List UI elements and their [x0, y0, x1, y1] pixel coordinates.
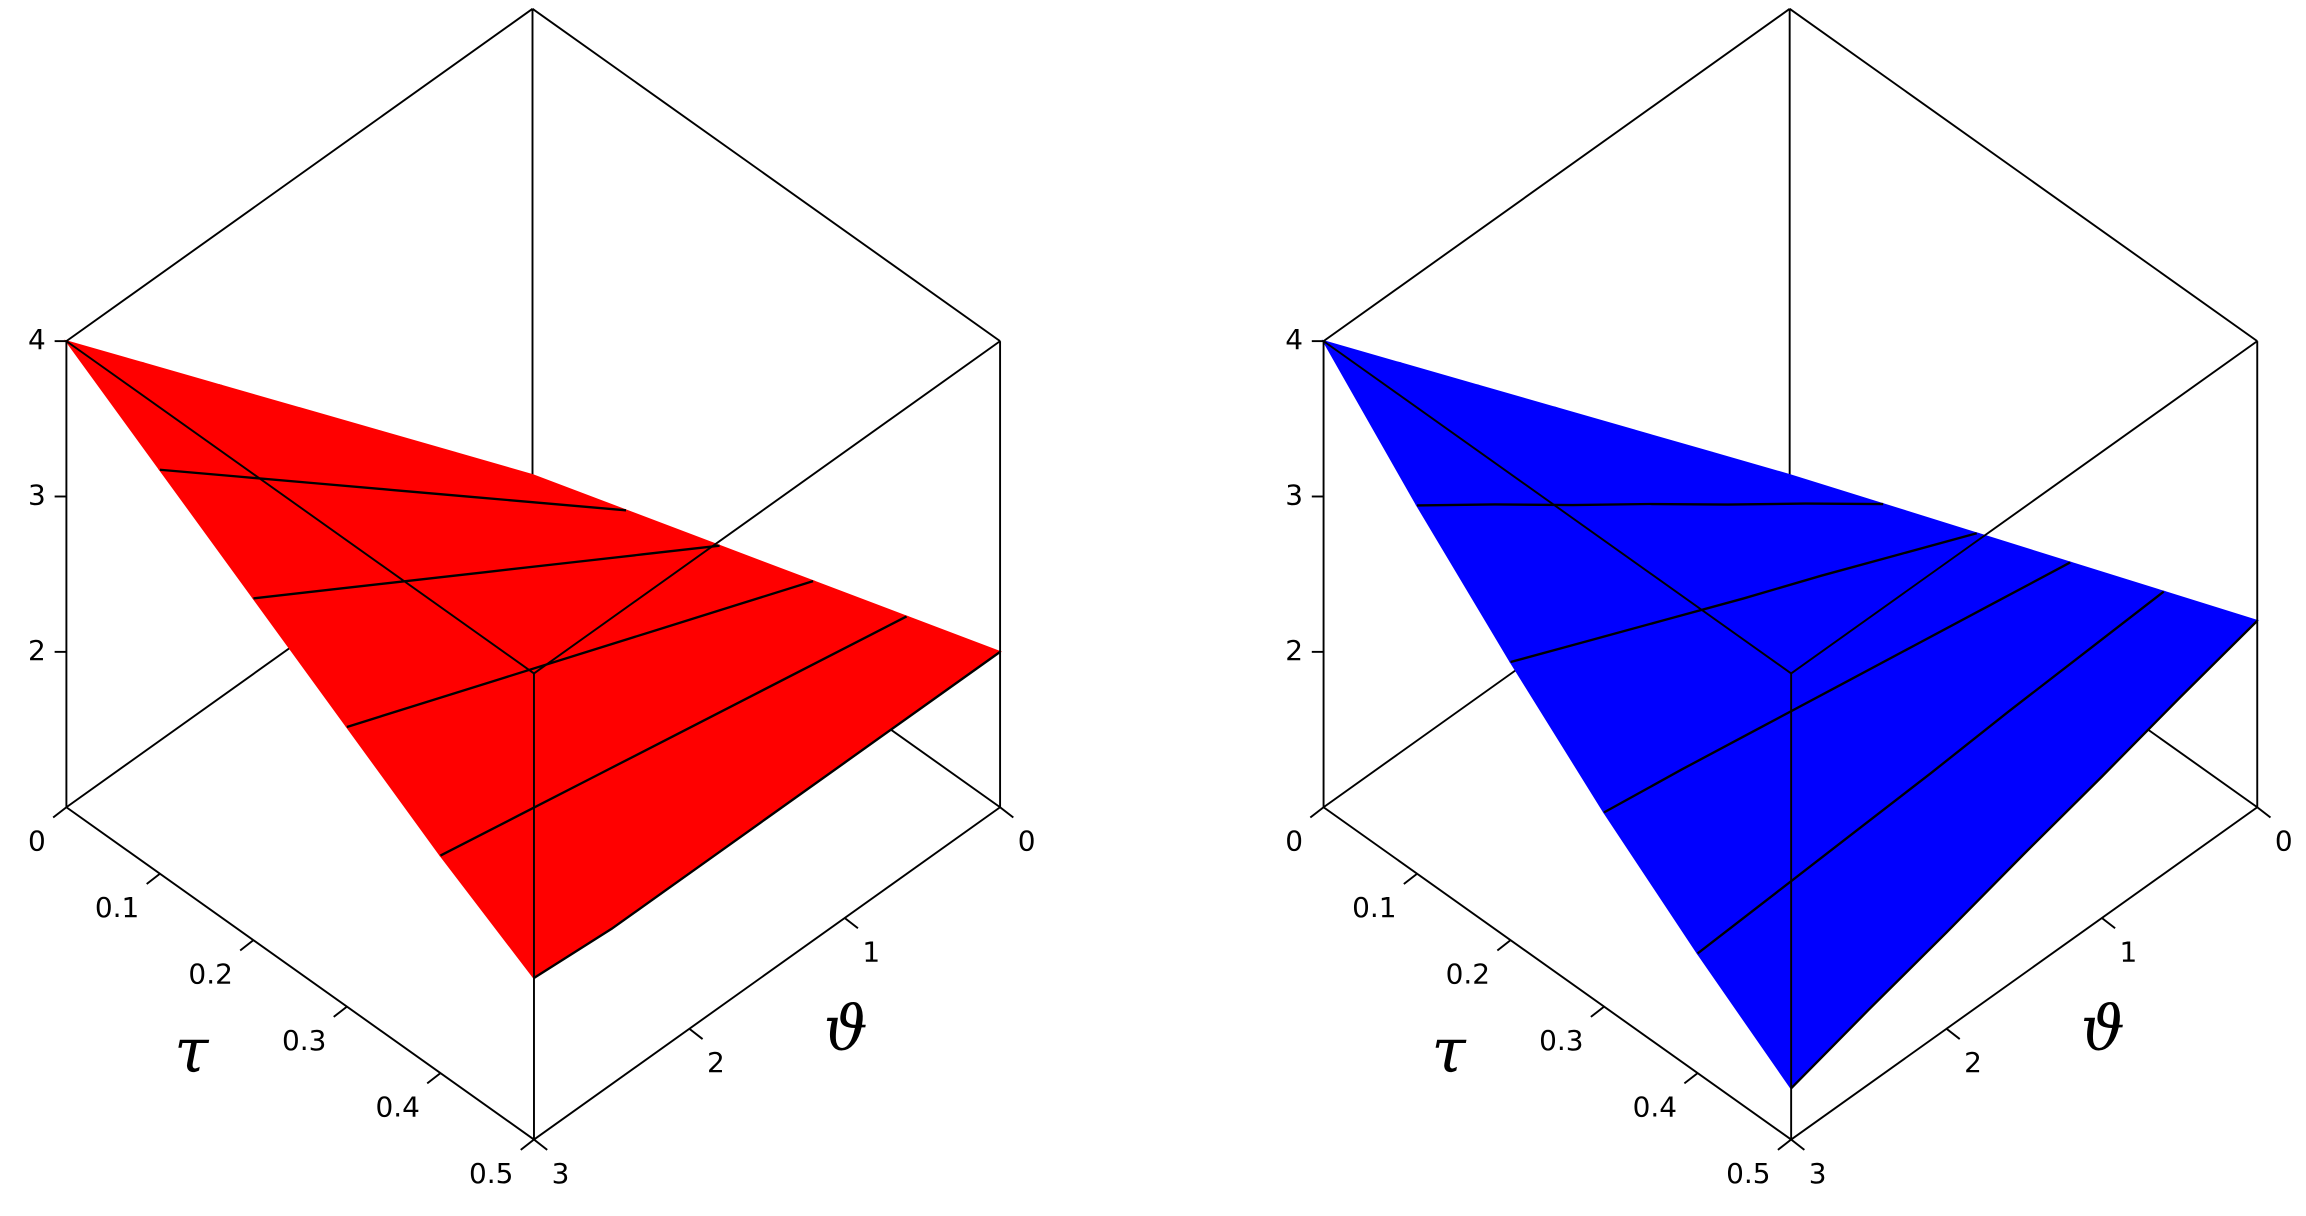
box-edge — [1323, 340, 1792, 675]
y-tick-label: 1 — [862, 935, 880, 968]
x-tick — [1309, 806, 1325, 819]
x-tick — [1777, 1138, 1792, 1151]
mesh-line — [1417, 502, 1884, 507]
box-edge — [1790, 340, 2258, 675]
y-tick-label: 2 — [707, 1046, 725, 1079]
y-tick — [844, 917, 859, 930]
x-tick-label: 0 — [28, 825, 46, 858]
x-tick-label: 0.1 — [95, 891, 139, 924]
mesh-line — [253, 544, 720, 600]
y-tick — [1945, 1028, 1961, 1040]
y-tick — [1790, 1138, 1805, 1151]
x-tick — [1590, 1005, 1605, 1018]
x-tick-label: 0.3 — [282, 1024, 326, 1057]
y-tick-label: 1 — [2120, 935, 2138, 968]
x-tick — [426, 1072, 442, 1085]
x-tick — [1683, 1072, 1699, 1085]
box-edge — [1790, 806, 2258, 1141]
x-tick — [333, 1005, 348, 1018]
x-tick — [52, 806, 67, 819]
box-edge — [65, 806, 535, 1141]
y-tick — [688, 1028, 704, 1040]
x-tick-label: 0.4 — [375, 1090, 419, 1123]
mesh-line — [1510, 532, 1978, 664]
box-edge — [1789, 8, 2258, 342]
mesh-line — [346, 579, 814, 729]
x-tick — [1496, 939, 1512, 952]
z-tick-label: 2 — [28, 634, 46, 667]
z-tick-label: 4 — [28, 323, 46, 356]
y-tick — [2256, 806, 2272, 819]
x-tick-label: 0.2 — [1446, 957, 1490, 990]
x-axis-label: τ — [1431, 1015, 1466, 1087]
y-axis-label: ϑ — [2081, 993, 2125, 1065]
box-edge — [1323, 8, 1791, 342]
mesh-line — [159, 468, 627, 512]
z-tick-label: 2 — [1285, 634, 1303, 667]
x-tick-label: 0.4 — [1633, 1090, 1677, 1123]
y-tick-label: 3 — [1809, 1157, 1827, 1190]
x-tick-label: 0.5 — [1726, 1157, 1770, 1190]
mesh-line — [1790, 619, 2259, 1090]
y-tick — [2101, 917, 2116, 930]
x-tick-label: 0.1 — [1352, 891, 1396, 924]
box-edge — [1323, 806, 1792, 1141]
x-tick-label: 0.2 — [188, 957, 232, 990]
x-tick-label: 0 — [1285, 825, 1303, 858]
y-tick — [999, 806, 1014, 819]
x-axis-label: τ — [174, 1015, 209, 1087]
y-axis-label: ϑ — [824, 993, 868, 1065]
x-tick-label: 0.5 — [469, 1157, 513, 1190]
mesh-line — [1696, 590, 2165, 955]
box-edge — [531, 8, 1001, 342]
surface-plot: 2 3 4 0 0.1 0.2 0.3 0.4 0.5 0 1 2 3 τ ϑ — [28, 8, 1036, 1190]
mesh-line — [533, 650, 1001, 979]
mesh-line — [439, 615, 908, 857]
box-edge — [533, 340, 1001, 675]
z-tick-label: 4 — [1285, 323, 1303, 356]
box-edge — [533, 806, 1001, 1141]
mesh-line — [1603, 561, 2071, 814]
box-edge — [65, 8, 534, 342]
z-tick-label: 3 — [28, 478, 46, 511]
x-tick — [239, 939, 255, 952]
x-tick-label: 0.3 — [1539, 1024, 1583, 1057]
y-tick — [533, 1138, 548, 1151]
x-tick — [520, 1138, 535, 1151]
surface-plot: 2 3 4 0 0.1 0.2 0.3 0.4 0.5 0 1 2 3 τ ϑ — [1285, 8, 2293, 1190]
y-tick-label: 2 — [1964, 1046, 1982, 1079]
box-edge — [65, 340, 535, 675]
x-tick — [1403, 872, 1418, 885]
y-tick-label: 0 — [2275, 825, 2293, 858]
y-tick-label: 0 — [1018, 825, 1036, 858]
x-tick — [146, 872, 161, 885]
y-tick-label: 3 — [552, 1157, 570, 1190]
z-tick-label: 3 — [1285, 478, 1303, 511]
